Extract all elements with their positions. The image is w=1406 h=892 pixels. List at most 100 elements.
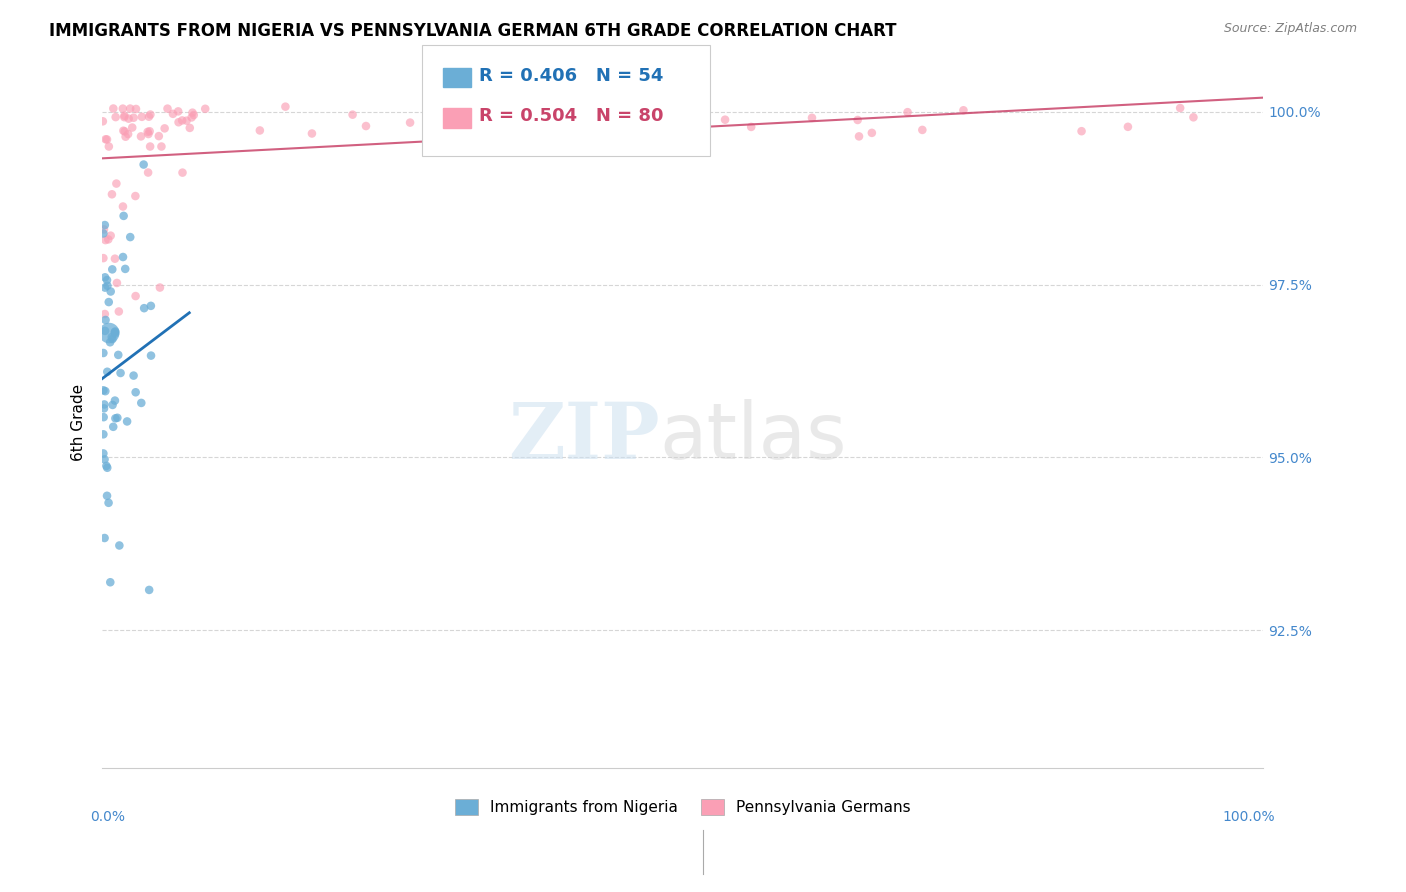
Point	[138, 110, 160, 124]
Point	[93, 446, 115, 460]
Point	[136, 165, 159, 179]
Point	[124, 385, 146, 400]
Point	[801, 111, 824, 125]
Point	[107, 348, 129, 362]
Point	[94, 270, 117, 285]
Point	[96, 132, 118, 146]
Point	[93, 401, 115, 416]
Point	[93, 397, 115, 411]
Point	[110, 366, 132, 380]
Point	[740, 120, 762, 134]
Point	[96, 489, 118, 503]
Point	[112, 124, 135, 138]
Point	[104, 393, 127, 408]
Point	[138, 582, 160, 597]
Point	[139, 139, 162, 153]
Point	[104, 411, 127, 425]
Point	[105, 177, 128, 191]
Point	[101, 262, 124, 277]
Point	[93, 531, 115, 545]
Point	[97, 232, 120, 246]
Point	[111, 102, 134, 116]
Point	[94, 313, 117, 327]
Point	[101, 398, 124, 412]
Point	[124, 289, 146, 303]
Point	[97, 295, 120, 310]
Point	[301, 127, 323, 141]
Point	[399, 115, 422, 129]
Point	[93, 384, 115, 398]
Point	[101, 187, 124, 202]
Point	[156, 102, 179, 116]
Point	[98, 326, 121, 340]
Point	[176, 113, 198, 128]
Text: ZIP: ZIP	[508, 399, 659, 475]
Point	[172, 166, 194, 180]
Point	[93, 346, 115, 360]
Point	[118, 112, 141, 126]
Point	[122, 368, 145, 383]
Point	[125, 102, 148, 116]
Point	[94, 132, 117, 146]
Point	[138, 124, 160, 138]
Point	[108, 539, 131, 553]
Point	[131, 110, 153, 124]
Point	[1182, 111, 1205, 125]
Point	[120, 230, 142, 244]
Point	[96, 365, 118, 379]
Point	[96, 273, 118, 287]
Point	[150, 139, 173, 153]
Point	[503, 99, 526, 113]
Point	[94, 280, 117, 294]
Point	[124, 189, 146, 203]
Point	[848, 129, 870, 144]
Point	[179, 120, 201, 135]
Point	[105, 276, 128, 290]
Point	[274, 100, 297, 114]
Point	[93, 251, 115, 265]
Point	[1168, 101, 1191, 115]
Point	[120, 102, 142, 116]
Point	[1070, 124, 1092, 138]
Point	[167, 115, 190, 129]
Point	[526, 100, 548, 114]
Point	[101, 332, 124, 346]
Point	[138, 127, 160, 141]
Point	[93, 410, 115, 425]
Point	[94, 218, 117, 232]
Point	[105, 410, 128, 425]
Point	[103, 419, 125, 434]
Point	[194, 102, 217, 116]
Point	[117, 127, 139, 141]
Point	[846, 113, 869, 128]
Point	[93, 222, 115, 236]
Point	[98, 575, 121, 590]
Point	[94, 233, 117, 247]
Point	[104, 110, 127, 124]
Point	[181, 105, 204, 120]
Point	[134, 301, 156, 315]
Point	[97, 496, 120, 510]
Point	[104, 325, 127, 339]
Point	[167, 104, 190, 119]
Point	[129, 129, 152, 144]
Point	[94, 324, 117, 338]
Text: 100.0%: 100.0%	[1222, 810, 1275, 823]
Point	[100, 228, 122, 243]
Point	[180, 111, 202, 125]
Point	[114, 124, 136, 138]
Point	[112, 209, 135, 223]
Y-axis label: 6th Grade: 6th Grade	[72, 384, 86, 461]
Point	[114, 129, 136, 144]
Point	[115, 414, 138, 428]
Point	[911, 123, 934, 137]
Point	[114, 109, 136, 123]
Point	[103, 102, 125, 116]
Point	[139, 107, 162, 121]
Point	[104, 325, 127, 339]
Point	[952, 103, 974, 118]
Point	[121, 120, 143, 135]
Point	[249, 123, 271, 137]
Point	[139, 299, 162, 313]
Text: Source: ZipAtlas.com: Source: ZipAtlas.com	[1223, 22, 1357, 36]
